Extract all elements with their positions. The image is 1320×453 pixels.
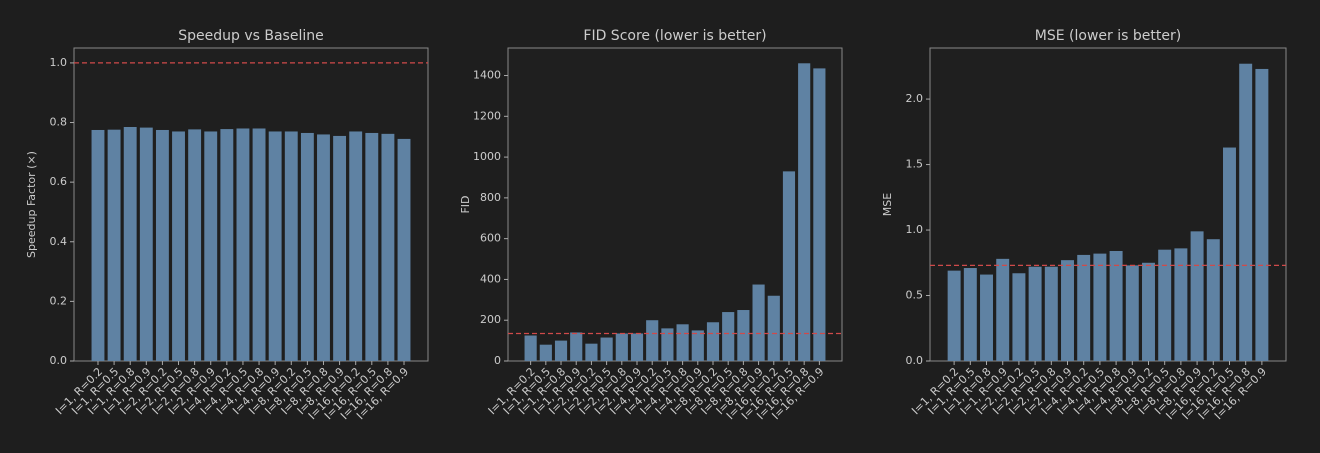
bar	[996, 258, 1010, 361]
bar	[252, 128, 266, 361]
bar	[947, 270, 961, 361]
bar	[107, 129, 121, 361]
bar	[268, 131, 282, 361]
bar	[172, 131, 185, 361]
y-tick-label: 1.0	[50, 56, 68, 69]
y-axis-label: FID	[459, 195, 472, 213]
bar	[1077, 254, 1091, 361]
bar	[646, 320, 659, 361]
bar	[1044, 266, 1058, 361]
bar	[155, 129, 169, 361]
y-tick-label: 2.0	[906, 92, 924, 105]
bar	[397, 138, 411, 361]
bar	[139, 127, 153, 361]
bar	[706, 322, 720, 361]
bar	[737, 310, 750, 361]
bar	[236, 128, 250, 361]
bar	[1125, 265, 1139, 361]
chart-title: MSE (lower is better)	[1035, 28, 1181, 44]
bar	[630, 333, 644, 361]
y-tick-label: 1200	[473, 109, 501, 122]
bar	[813, 68, 826, 362]
y-tick-label: 0.2	[50, 294, 68, 307]
bar	[1158, 249, 1172, 361]
bar	[204, 131, 218, 361]
bar	[1239, 63, 1253, 361]
bar	[91, 129, 105, 361]
bar	[752, 284, 765, 361]
y-tick-label: 0.6	[50, 175, 68, 188]
y-tick-label: 0.8	[50, 116, 68, 129]
bar	[798, 63, 811, 362]
bar	[365, 132, 379, 361]
y-tick-label: 1000	[473, 150, 501, 163]
bar	[1109, 250, 1123, 361]
y-tick-label: 0.0	[906, 354, 924, 367]
y-tick-label: 600	[480, 232, 501, 245]
bar	[585, 343, 598, 361]
bar	[1223, 147, 1236, 361]
bar	[123, 126, 137, 361]
bar	[524, 335, 537, 361]
bar	[1093, 253, 1107, 361]
bar	[1012, 273, 1026, 361]
y-tick-label: 200	[480, 313, 501, 326]
bar	[767, 295, 780, 361]
bar	[1255, 68, 1269, 361]
bar	[1028, 266, 1042, 361]
bar	[980, 274, 993, 361]
bar	[554, 340, 568, 361]
bar	[963, 268, 977, 361]
bar	[333, 135, 347, 361]
bar	[1206, 239, 1220, 361]
bar	[188, 129, 202, 361]
bar	[1061, 260, 1074, 361]
bar	[349, 131, 363, 361]
y-axis-label: Speedup Factor (×)	[25, 151, 38, 258]
bar	[661, 328, 674, 361]
bar	[539, 344, 552, 361]
y-tick-label: 0.4	[50, 235, 68, 248]
bar	[300, 132, 314, 361]
y-tick-label: 400	[480, 272, 501, 285]
y-tick-label: 0.0	[50, 354, 68, 367]
bar	[570, 332, 583, 361]
bar	[284, 131, 298, 361]
bar	[691, 330, 704, 361]
bar	[381, 133, 395, 361]
bar	[676, 324, 689, 361]
y-tick-label: 1.5	[906, 158, 924, 171]
y-tick-label: 0	[494, 354, 501, 367]
y-axis-label: MSE	[881, 193, 894, 216]
bar	[722, 312, 735, 361]
bar	[317, 134, 330, 361]
bar	[600, 337, 613, 361]
bar	[615, 333, 628, 361]
bar	[1174, 248, 1188, 361]
chart-title: Speedup vs Baseline	[178, 28, 323, 44]
y-tick-label: 0.5	[906, 289, 924, 302]
y-tick-label: 1.0	[906, 223, 924, 236]
bar	[1142, 262, 1155, 361]
bar	[1190, 231, 1204, 361]
bar	[220, 129, 234, 361]
y-tick-label: 1400	[473, 69, 501, 82]
chart-title: FID Score (lower is better)	[583, 28, 766, 44]
bar	[782, 171, 796, 361]
y-tick-label: 800	[480, 191, 501, 204]
